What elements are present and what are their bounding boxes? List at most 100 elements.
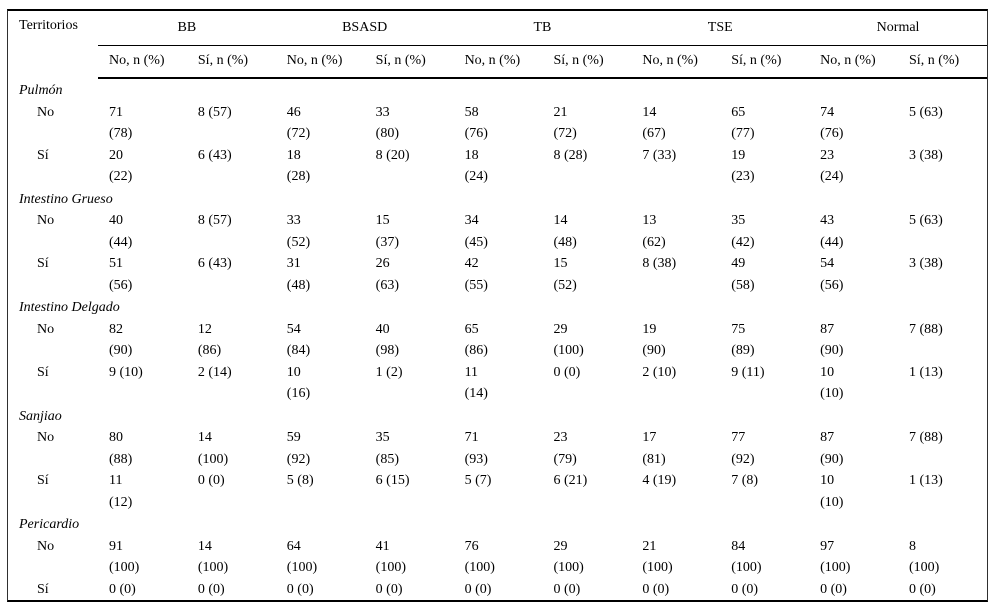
column-header-sub: Sí, n (%) xyxy=(186,45,276,79)
table-cell: 1 (13) xyxy=(909,364,943,380)
table-cell: 8 (57) xyxy=(197,213,232,228)
table-cell: 3 (38) xyxy=(909,256,943,271)
table-cell: 40 (44) xyxy=(109,213,133,250)
table-cell: 8 (28) xyxy=(553,147,588,163)
table-cell: 8 (57) xyxy=(197,104,232,120)
table-cell: 76 (100) xyxy=(464,538,495,576)
statistics-table: Territorios BB BSASD TB TSE Normal No, n (%)… xyxy=(8,11,987,600)
table-cell: 18 (24) xyxy=(464,147,488,185)
table-cell: 14 (48) xyxy=(553,213,577,250)
table-cell: 2 (14) xyxy=(197,364,232,380)
column-header-sub: No, n (%) xyxy=(453,45,543,79)
row-label: No xyxy=(37,321,55,337)
table-cell: 5 (7) xyxy=(464,473,492,488)
column-header-sub: No, n (%) xyxy=(275,45,365,79)
table-cell: 87 (90) xyxy=(820,430,844,467)
table-cell: 54 (84) xyxy=(286,321,311,359)
table-cell: 35 (42) xyxy=(731,213,755,250)
table-body: Pulmón No 71 (78) 8 (57) 46 (72) 33 (80) 58 (7… xyxy=(8,78,987,600)
table-cell: 31 (48) xyxy=(286,256,311,293)
column-header-sub: No, n (%) xyxy=(98,45,187,79)
table-cell: 59 (92) xyxy=(286,430,311,467)
table-row: Sí 20 (22) 6 (43) 18 (28) 8 (20) 18 (24) 8 (28… xyxy=(8,145,987,188)
table-cell: 97 (100) xyxy=(820,538,851,576)
table-row: No 71 (78) 8 (57) 46 (72) 33 (80) 58 (76) 21 (… xyxy=(8,102,987,145)
table-cell: 77 (92) xyxy=(731,430,755,467)
column-header-group: TSE xyxy=(631,11,810,46)
table-cell: 0 (0) xyxy=(197,581,225,597)
table-cell: 14 (100) xyxy=(197,430,229,467)
table-row: No 40 (44) 8 (57) 33 (52) 15 (37) 34 (45) 14 (… xyxy=(8,210,987,253)
column-header-group: TB xyxy=(453,11,632,46)
row-label: No xyxy=(37,538,55,554)
table-cell: 0 (0) xyxy=(109,581,136,597)
table-cell: 29 (100) xyxy=(553,321,584,359)
table-cell: 51 (56) xyxy=(109,256,133,293)
table-cell: 14 (100) xyxy=(197,538,229,576)
table-cell: 41 (100) xyxy=(375,538,406,576)
row-label: Sí xyxy=(37,364,49,380)
table-cell: 82 (90) xyxy=(109,321,133,359)
table-cell: 7 (33) xyxy=(642,147,677,163)
table-cell: 19 (90) xyxy=(642,321,666,359)
table-cell: 6 (43) xyxy=(197,147,232,163)
row-label: No xyxy=(37,104,55,120)
table-cell: 5 (8) xyxy=(286,473,314,488)
table-row: Sí 0 (0) 0 (0) 0 (0) 0 (0) 0 (0) 0 (0) 0 (0) 0 (… xyxy=(8,579,987,601)
table-cell: 54 (56) xyxy=(820,256,844,293)
table-cell: 58 (76) xyxy=(464,104,488,142)
table-cell: 0 (0) xyxy=(553,364,581,380)
table-cell: 0 (0) xyxy=(375,581,403,597)
table-cell: 46 (72) xyxy=(286,104,311,142)
table-row: No 82 (90) 12 (86) 54 (84) 40 (98) 65 (86) 29 … xyxy=(8,319,987,362)
table-cell: 74 (76) xyxy=(820,104,844,142)
table-row: Sí 9 (10) 2 (14) 10 (16) 1 (2) 11 (14) 0 (0) 2 … xyxy=(8,362,987,405)
column-header-sub: Sí, n (%) xyxy=(720,45,810,79)
table-cell: 49 (58) xyxy=(731,256,755,293)
table-cell: 9 (11) xyxy=(731,364,765,380)
table-cell: 3 (38) xyxy=(909,147,943,163)
table-cell: 0 (0) xyxy=(731,581,759,597)
table-cell: 34 (45) xyxy=(464,213,488,250)
table-cell: 18 (28) xyxy=(286,147,311,185)
column-header-sub: Sí, n (%) xyxy=(898,45,987,79)
header-group-row: Territorios BB BSASD TB TSE Normal xyxy=(8,11,987,46)
table-cell: 8 (100) xyxy=(909,538,940,576)
table-cell: 40 (98) xyxy=(375,321,399,359)
table-cell: 4 (19) xyxy=(642,473,677,488)
row-label: No xyxy=(37,213,55,228)
row-label: Sí xyxy=(37,473,49,488)
table-cell: 42 (55) xyxy=(464,256,488,293)
table-cell: 0 (0) xyxy=(642,581,670,597)
column-header-group: BSASD xyxy=(275,11,454,46)
table-cell: 35 (85) xyxy=(375,430,399,467)
table-cell: 11 (12) xyxy=(109,473,133,510)
section-row: Sanjiao xyxy=(8,405,987,428)
table-cell: 6 (43) xyxy=(197,256,232,271)
column-header-group: Normal xyxy=(809,11,987,46)
table-cell: 17 (81) xyxy=(642,430,666,467)
table-cell: 5 (63) xyxy=(909,213,943,228)
table-row: Sí 51 (56) 6 (43) 31 (48) 26 (63) 42 (55) 15 (… xyxy=(8,253,987,296)
table-cell: 87 (90) xyxy=(820,321,844,359)
section-row: Pericardio xyxy=(8,513,987,536)
section-row: Intestino Delgado xyxy=(8,296,987,319)
column-header-sub: Sí, n (%) xyxy=(364,45,454,79)
table-cell: 26 (63) xyxy=(375,256,399,293)
table-cell: 71 (78) xyxy=(109,104,133,142)
column-header-sub: No, n (%) xyxy=(809,45,899,79)
section-row: Pulmón xyxy=(8,78,987,102)
table-cell: 15 (37) xyxy=(375,213,399,250)
section-label: Pericardio xyxy=(19,517,80,532)
table-cell: 10 (10) xyxy=(820,473,844,510)
header-sub-row: No, n (%) Sí, n (%) No, n (%) Sí, n (%) No, … xyxy=(8,45,987,79)
table-cell: 23 (79) xyxy=(553,430,577,467)
section-label: Sanjiao xyxy=(19,408,62,424)
table-cell: 7 (88) xyxy=(909,321,943,337)
table-cell: 33 (80) xyxy=(375,104,399,142)
table-cell: 0 (0) xyxy=(909,581,936,597)
statistics-table-frame: Territorios BB BSASD TB TSE Normal No, n (%)… xyxy=(7,9,988,602)
table-header: Territorios BB BSASD TB TSE Normal No, n (%)… xyxy=(8,11,987,79)
section-row: Intestino Grueso xyxy=(8,188,987,211)
